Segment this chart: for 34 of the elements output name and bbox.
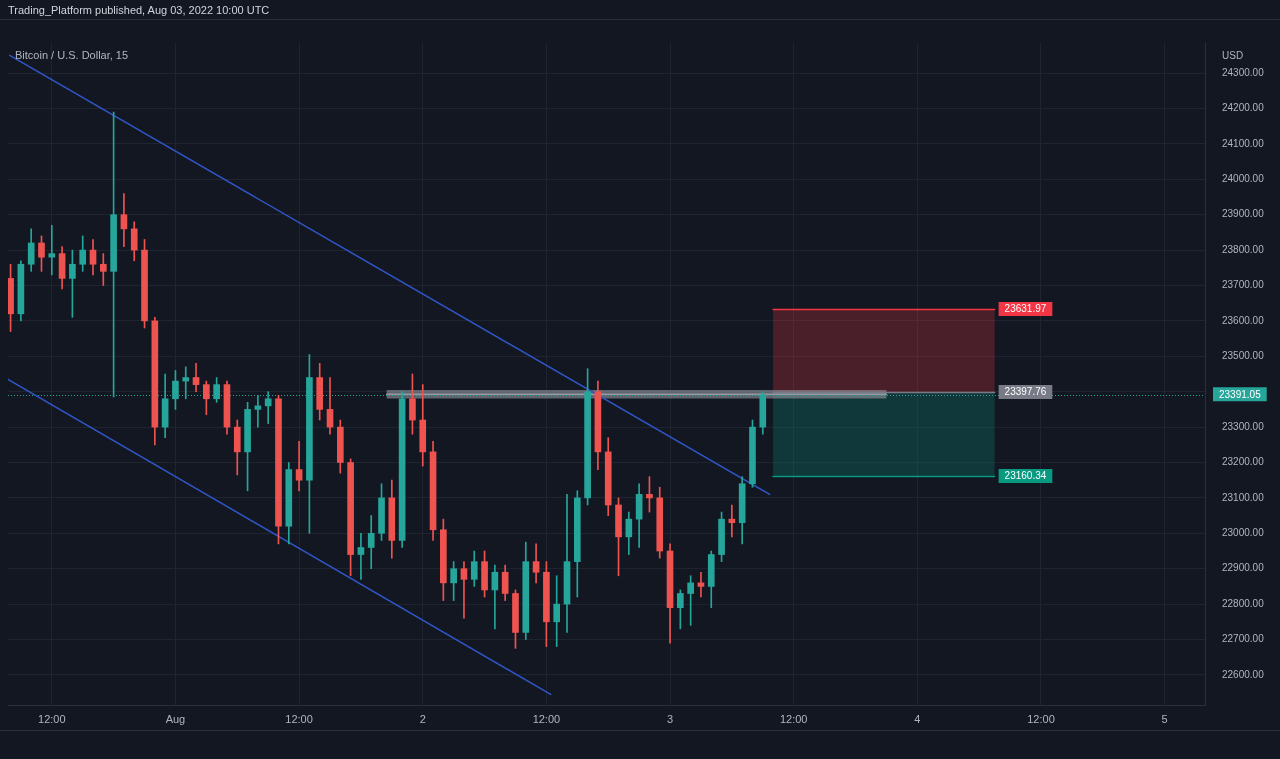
x-tick-label: Aug	[165, 712, 186, 725]
y-tick-label: 22600.00	[1222, 668, 1265, 680]
y-tick-label: 22700.00	[1222, 633, 1265, 645]
x-tick-label: 12:00	[38, 712, 66, 725]
y-axis-title: USD	[1222, 49, 1244, 61]
y-tick-label: 24300.00	[1222, 66, 1265, 78]
y-tick-label: 22800.00	[1222, 597, 1265, 609]
text: Bitcoin / U.S. Dollar, 15	[15, 49, 129, 62]
y-tick-label: 23900.00	[1222, 208, 1265, 220]
y-tick-label: 23000.00	[1222, 527, 1265, 539]
data-label: 23160.34	[1004, 470, 1047, 482]
y-tick-label: 23100.00	[1222, 491, 1265, 503]
text: Trading_Platform published, Aug 03, 2022 10:00 UTC	[8, 4, 270, 16]
y-tick-label: 23200.00	[1222, 456, 1265, 468]
y-tick-label: 23300.00	[1222, 420, 1265, 432]
y-tick-label: 23500.00	[1222, 350, 1265, 362]
y-tick-label: 23700.00	[1222, 279, 1265, 291]
y-tick-label: 24100.00	[1222, 137, 1265, 149]
x-tick-label: 4	[914, 712, 921, 725]
y-tick-label: 22900.00	[1222, 562, 1265, 574]
data-label: 23397.76	[1004, 386, 1047, 398]
y-tick-label: 24000.00	[1222, 173, 1265, 185]
data-label: 23631.97	[1004, 303, 1047, 315]
y-tick-label: 23600.00	[1222, 314, 1265, 326]
x-tick-label: 12:00	[532, 712, 561, 725]
ref-line-label: 23391.05	[1219, 388, 1262, 400]
y-tick-label: 23800.00	[1222, 243, 1265, 255]
x-tick-label: 5	[1161, 712, 1168, 725]
x-tick-label: 12:00	[1027, 712, 1055, 725]
x-tick-label: 3	[666, 712, 674, 725]
x-tick-label: 2	[419, 712, 426, 725]
y-tick-label: 24200.00	[1222, 102, 1265, 114]
x-tick-label: 12:00	[285, 712, 313, 725]
x-tick-label: 12:00	[779, 712, 808, 725]
